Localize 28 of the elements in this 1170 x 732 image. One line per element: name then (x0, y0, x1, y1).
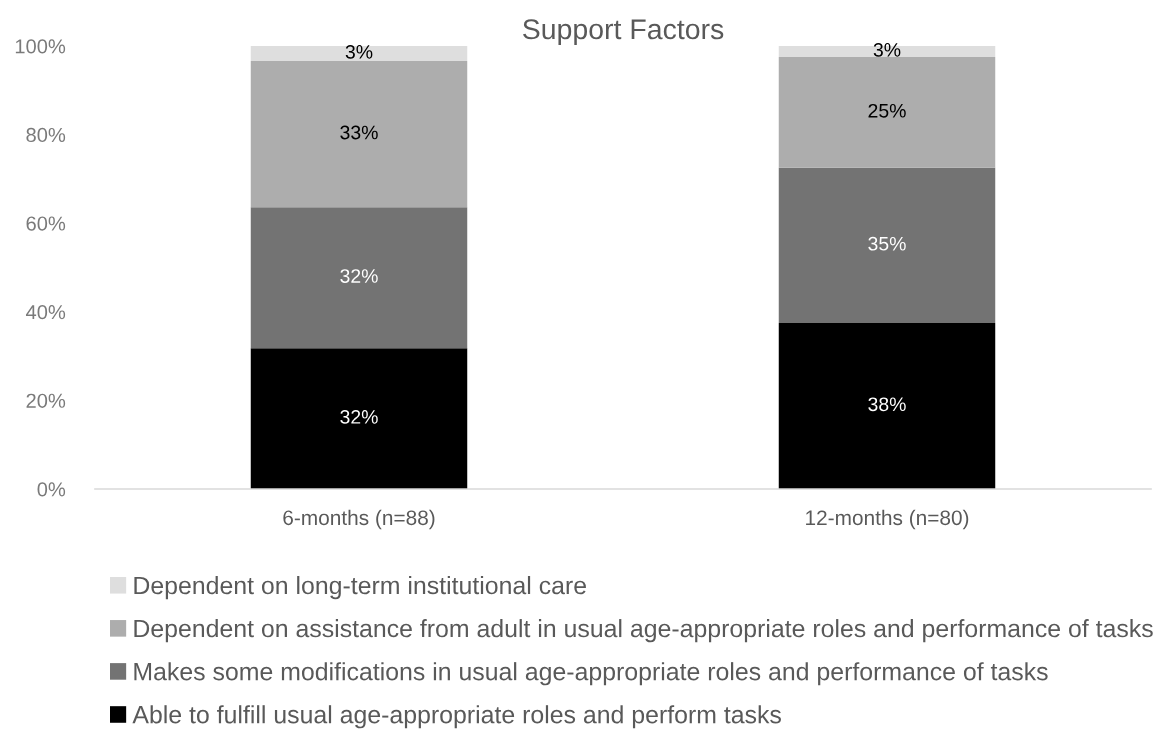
bar (250, 207, 468, 349)
data-label: 3% (873, 42, 901, 57)
bar (250, 46, 468, 62)
data-label: 33% (340, 125, 378, 140)
y-tick-label: 40% (25, 305, 66, 320)
y-tick-label: 100% (15, 39, 66, 54)
data-label: 32% (340, 269, 378, 283)
data-label: 25% (868, 103, 906, 118)
data-label: 3% (345, 44, 373, 59)
legend-label: Makes some modifications in usual age-appropriate roles and performance of tasks (134, 662, 1048, 686)
legend-label: Dependent on long-term institutional care (134, 576, 586, 600)
bar (778, 322, 996, 489)
y-tick-label: 80% (26, 127, 66, 143)
y-tick-label: 0% (37, 482, 66, 497)
legend-label: Dependent on assistance from adult in usual age-appropriate roles and performance of tasks (134, 619, 1153, 643)
y-tick-label: 60% (26, 216, 66, 231)
bar (778, 57, 996, 168)
data-label: 32% (340, 410, 378, 424)
chart-title: Support Factors (523, 19, 724, 45)
data-label: 38% (868, 397, 906, 412)
x-tick-label: 12-months (n=80) (806, 509, 969, 530)
y-tick-label: 20% (26, 393, 66, 408)
bar (250, 61, 468, 208)
x-tick-label: 6-months (n=88) (283, 509, 435, 530)
data-label: 35% (868, 236, 906, 251)
legend-label: Able to fulfill usual age-appropriate roles and perform tasks (132, 705, 781, 729)
bar (778, 167, 996, 323)
bar (250, 348, 468, 489)
